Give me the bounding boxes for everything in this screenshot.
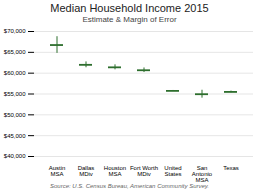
svg-text:$40,000: $40,000 [4,153,26,159]
svg-text:Texas: Texas [223,165,239,171]
html-text:Median Household Income 2015: Median Household Income 2015 [50,2,209,14]
svg-text:$65,000: $65,000 [4,49,26,55]
svg-text:AustinMSA: AustinMSA [49,165,66,177]
svg-text:DallasMDiv: DallasMDiv [78,165,95,177]
svg-text:$50,000: $50,000 [4,112,26,118]
html-text:Source: U.S. Census Bureau, Am: Source: U.S. Census Bureau, American Com… [50,183,209,189]
svg-text:$45,000: $45,000 [4,133,26,139]
svg-text:HoustonMSA: HoustonMSA [104,165,126,177]
svg-text:$60,000: $60,000 [4,70,26,76]
svg-text:SanAntonioMSA: SanAntonioMSA [192,165,213,182]
svg-text:Fort WorthMDiv: Fort WorthMDiv [130,165,158,177]
svg-text:$70,000: $70,000 [4,28,26,34]
html-text:Estimate & Margin of Error: Estimate & Margin of Error [82,15,177,24]
svg-text:UnitedStates: UnitedStates [164,165,181,177]
svg-text:$55,000: $55,000 [4,91,26,97]
